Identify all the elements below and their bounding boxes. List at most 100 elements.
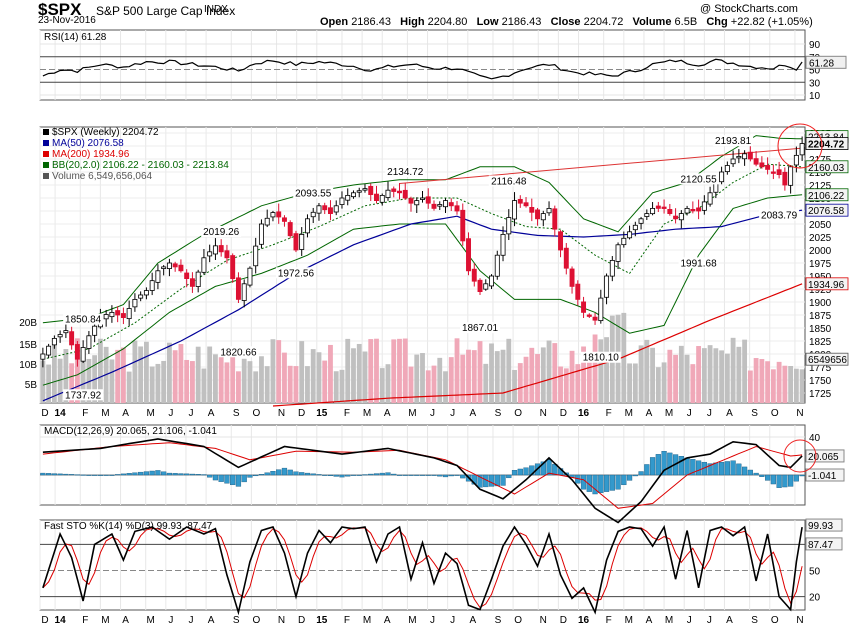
x-axis-label: J — [687, 408, 692, 419]
macd-histogram-bar — [178, 473, 184, 476]
annotation-bg — [460, 322, 501, 334]
candle-body — [581, 301, 587, 313]
macd-histogram-bar — [63, 473, 69, 476]
volume-bar — [282, 352, 287, 403]
macd-histogram-bar — [626, 474, 633, 481]
candle-body — [730, 158, 736, 165]
candle-body — [540, 213, 546, 221]
candle-body — [322, 205, 328, 211]
volume-bar — [655, 367, 661, 403]
candle-body — [287, 222, 293, 237]
volume-bar — [207, 346, 213, 403]
macd-histogram-bar — [293, 471, 299, 476]
volume-label: Volume — [632, 16, 672, 28]
macd-histogram-bar — [718, 461, 725, 476]
volume-bar — [316, 352, 322, 403]
price-legend-item: MA(200) 1934.96 — [52, 149, 130, 160]
x-axis-label: D — [560, 615, 567, 626]
stockcharts-credit[interactable]: @ StockCharts.com — [700, 3, 798, 15]
macd-histogram-bar — [690, 459, 696, 476]
x-axis-label: M — [147, 615, 155, 626]
volume-bar — [546, 340, 552, 403]
volume-bar — [402, 338, 408, 403]
macd-histogram-bar — [281, 467, 288, 476]
candle-body — [719, 171, 725, 183]
price-tick-label: 1775 — [809, 363, 832, 374]
candle-body — [788, 166, 794, 186]
macd-histogram-bar — [511, 470, 518, 476]
macd-histogram-bar — [149, 470, 155, 476]
volume-bar — [172, 350, 178, 403]
candle-body — [149, 280, 155, 291]
candle-body — [316, 205, 322, 214]
macd-histogram-bar — [799, 474, 805, 477]
volume-bar — [195, 346, 201, 403]
close-label: Close — [550, 16, 581, 28]
macd-histogram-bar — [695, 460, 702, 476]
candle-body — [621, 237, 627, 246]
volume-bar — [719, 350, 725, 403]
price-annotation: 1972.56 — [278, 268, 315, 279]
volume-bar — [678, 345, 684, 403]
volume-bar — [259, 356, 264, 403]
candle-body — [408, 198, 414, 204]
x-axis-label: 16 — [578, 615, 590, 626]
x-axis-label: A — [469, 615, 476, 626]
price-annotation: 1820.66 — [220, 347, 257, 358]
candle-body — [178, 264, 184, 272]
price-value-box — [805, 352, 849, 366]
volume-bar — [74, 338, 80, 403]
volume-bar — [356, 343, 362, 403]
ohlc-summary: Open 2186.43 High 2204.80 Low 2186.43 Cl… — [320, 16, 813, 28]
volume-tick-label: 10B — [19, 360, 37, 371]
price-value-box — [805, 277, 849, 291]
candle-body — [454, 205, 460, 212]
volume-bar — [759, 359, 765, 403]
candle-body — [471, 268, 477, 282]
x-axis-label: M — [101, 408, 109, 419]
x-axis-label: D — [41, 408, 48, 419]
candle-body — [661, 206, 667, 209]
volume-bar — [638, 345, 644, 403]
volume-bar — [707, 345, 713, 403]
candle-body — [747, 151, 753, 160]
candle-body — [414, 200, 420, 206]
x-axis-label: A — [469, 408, 476, 419]
x-axis-label: J — [430, 615, 435, 626]
volume-bar — [218, 353, 224, 403]
macd-histogram-bar — [51, 473, 57, 476]
candle-body — [351, 192, 356, 198]
macd-histogram-bar — [713, 462, 719, 476]
macd-histogram-bar — [40, 472, 46, 476]
macd-histogram-bar — [224, 474, 230, 484]
macd-histogram-bar — [621, 474, 627, 486]
volume-bar — [97, 338, 103, 403]
x-axis-label: S — [751, 615, 758, 626]
candle-body — [569, 268, 575, 287]
candle-body — [92, 325, 98, 336]
x-axis-label: F — [82, 408, 88, 419]
macd-histogram-bar — [333, 474, 339, 477]
volume-bar — [563, 368, 569, 403]
volume-bar — [155, 363, 161, 403]
macd-histogram-bar — [603, 474, 610, 492]
volume-bar — [420, 353, 425, 403]
price-tick-label: 1750 — [809, 376, 832, 387]
macd-histogram-bar — [316, 474, 322, 476]
sto-value-box — [805, 537, 843, 551]
low-label: Low — [476, 16, 499, 28]
x-axis-label: A — [726, 408, 733, 419]
macd-histogram-bar — [126, 473, 132, 476]
x-axis-label: M — [665, 408, 673, 419]
volume-bar — [132, 340, 138, 403]
volume-bar — [80, 357, 86, 403]
volume-bar — [558, 366, 563, 403]
macd-histogram-bar — [684, 457, 690, 476]
macd-histogram-bar — [661, 451, 667, 476]
volume-bar — [747, 370, 753, 403]
x-axis-label: N — [278, 408, 285, 419]
candle-body — [379, 194, 385, 203]
x-axis-label: S — [233, 408, 240, 419]
sto-value-label: 99.93 — [808, 521, 833, 532]
annotation-bg — [713, 135, 754, 147]
